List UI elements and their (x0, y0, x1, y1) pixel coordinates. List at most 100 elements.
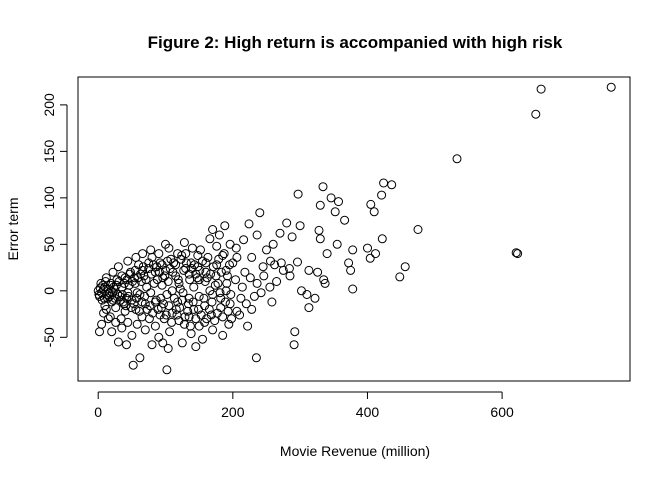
data-point (310, 293, 320, 303)
data-point (189, 304, 199, 314)
data-point (132, 319, 142, 329)
data-point (156, 293, 166, 303)
data-point (256, 288, 266, 298)
data-point (255, 208, 265, 218)
data-point (395, 272, 405, 282)
data-point (147, 340, 157, 350)
data-point (366, 199, 376, 209)
data-point (200, 277, 210, 286)
x-axis-label: Movie Revenue (million) (280, 443, 430, 459)
data-point (165, 327, 175, 337)
data-point (105, 312, 115, 322)
data-point (177, 338, 187, 348)
data-point (123, 256, 133, 266)
data-point (348, 284, 358, 294)
data-point (315, 200, 325, 210)
data-point (187, 243, 197, 253)
x-tick-label: 200 (221, 404, 245, 420)
data-point (348, 245, 358, 255)
data-point (164, 301, 174, 311)
data-point (220, 221, 230, 231)
data-point (167, 317, 177, 327)
data-point (222, 271, 232, 281)
data-point (225, 239, 235, 249)
data-point (141, 275, 151, 285)
data-point (232, 252, 242, 262)
y-tick-label: -50 (41, 327, 57, 347)
data-point (158, 338, 168, 348)
data-point (226, 290, 236, 299)
data-point (102, 290, 112, 299)
data-point (97, 319, 107, 329)
data-point (236, 293, 246, 303)
data-point (344, 258, 354, 268)
data-point (267, 297, 277, 307)
data-point (369, 207, 379, 217)
data-point (146, 245, 156, 255)
x-tick-label: 400 (356, 404, 380, 420)
data-point (322, 249, 332, 259)
chart-title: Figure 2: High return is accompanied wit… (148, 33, 563, 52)
data-point (160, 271, 170, 281)
data-point (216, 267, 226, 277)
data-point (282, 218, 292, 228)
data-point (171, 260, 181, 270)
data-point (452, 154, 462, 164)
data-points (93, 82, 616, 375)
data-point (130, 278, 140, 288)
data-point (195, 265, 205, 275)
data-point (122, 340, 131, 350)
data-point (127, 330, 137, 340)
data-point (511, 248, 521, 258)
data-point (132, 288, 142, 298)
data-point (251, 353, 261, 363)
data-point (240, 267, 250, 277)
data-point (194, 291, 204, 301)
data-point (265, 282, 275, 292)
data-point (377, 190, 387, 200)
data-point (340, 215, 350, 225)
data-point (245, 273, 255, 283)
data-point (289, 340, 299, 350)
data-point (606, 82, 616, 92)
data-point (131, 252, 141, 262)
data-point (371, 249, 380, 259)
data-point (199, 293, 209, 303)
data-point (315, 234, 325, 244)
data-point (222, 278, 232, 288)
data-point (205, 286, 215, 296)
data-point (363, 243, 372, 253)
data-point (152, 262, 162, 272)
data-point (202, 314, 212, 324)
data-point (198, 334, 207, 344)
data-point (113, 337, 123, 347)
y-tick-label: 150 (41, 139, 57, 163)
data-point (295, 221, 305, 231)
data-point (413, 225, 423, 234)
data-point (128, 360, 138, 370)
data-point (304, 303, 314, 313)
data-point (208, 325, 218, 335)
data-point (163, 344, 173, 353)
data-point (232, 306, 242, 316)
data-point (172, 310, 182, 320)
data-point (116, 314, 126, 324)
data-point (332, 239, 342, 249)
data-point (258, 262, 268, 272)
data-point (319, 275, 329, 285)
data-point (113, 262, 123, 272)
data-point (231, 275, 240, 285)
data-point (159, 299, 168, 309)
data-point (137, 297, 147, 307)
data-point (365, 253, 375, 263)
data-point (142, 282, 152, 292)
data-point (313, 267, 323, 277)
x-tick-label: 600 (490, 404, 514, 420)
data-point (225, 260, 234, 270)
data-point (173, 275, 183, 285)
data-point (124, 291, 133, 301)
data-point (177, 251, 187, 260)
data-point (111, 303, 121, 313)
data-point (290, 327, 300, 337)
data-point (193, 251, 203, 260)
